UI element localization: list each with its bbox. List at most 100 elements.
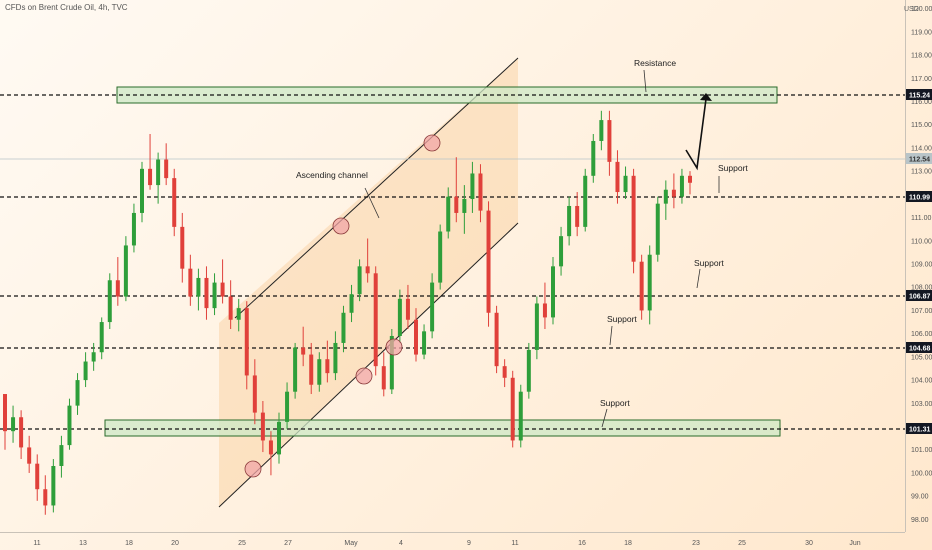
pivot-circle [385,338,403,356]
candle-down [373,273,378,367]
support-pointer [601,408,608,428]
candle-up [357,266,362,295]
price-tick-label: 109.00 [911,262,932,269]
candle-up [551,266,555,318]
candle-up [236,308,241,320]
annotation-support: Support [607,314,637,324]
price-tick-label: 120.00 [911,6,932,13]
candle-down [671,189,676,197]
candle-up [83,361,88,381]
candle-up [559,236,564,267]
candle-down [148,168,153,186]
price-tick-label: 108.00 [911,285,932,292]
badge-104-68: 104.68 [906,342,932,353]
time-tick-label: 30 [805,540,813,547]
plot-area: Resistance Ascending channel Support Sup… [0,3,905,515]
badge-label: 101.31 [909,427,931,434]
projection-arrowhead [700,93,712,101]
badge-110-99: 110.99 [906,191,932,202]
time-tick-label: 27 [284,540,292,547]
candle-up [212,282,217,309]
time-tick-label: 25 [238,540,246,547]
candle-up [470,173,475,200]
candle-down [510,377,515,441]
candle-up [534,303,539,350]
candle-up [156,159,161,186]
candle-down [204,277,209,309]
channel-lower-line [218,222,519,508]
pivot-circle [244,460,262,478]
candle-down [494,312,499,367]
annotation-resistance: Resistance [634,58,676,68]
candle-down [220,282,225,297]
price-tick-label: 98.00 [911,517,929,524]
candle-up [567,205,572,237]
projection-line [685,98,707,171]
candle-down [542,303,547,318]
pivot-circle [355,367,373,385]
candle-down [688,175,692,183]
candle-down [228,296,233,320]
candle-up [679,175,684,197]
candlestick-chart: Resistance Ascending channel Support Sup… [0,57,905,515]
candle-up [623,175,628,193]
candle-up [131,212,136,246]
time-tick-label: 25 [738,540,746,547]
candle-down [454,196,459,213]
badge-label: 112.54 [909,157,930,164]
resistance-zone [116,86,778,104]
price-tick-label: 105.00 [911,354,932,361]
candles-group [3,110,692,515]
candle-up [107,280,112,323]
candle-up [99,322,104,353]
candle-up [67,405,72,446]
candle-up [51,465,56,506]
candle-up [583,175,588,227]
time-tick-label: 16 [578,540,586,547]
pivot-circle [332,217,350,235]
candle-up [341,312,346,343]
candle-up [438,231,443,283]
time-tick-label: 9 [467,540,471,547]
candle-down [180,226,185,269]
support-pointer [696,268,701,289]
candle-down [502,366,507,378]
time-tick-label: 23 [692,540,700,547]
price-tick-label: 107.00 [911,308,932,315]
candle-down [244,308,249,376]
time-axis[interactable]: 11 13 18 20 25 27 May 4 9 11 16 18 23 25 30 Jun [0,532,905,550]
candle-up [518,391,523,441]
candle-up [91,352,96,362]
candle-down [607,120,612,162]
candle-down [478,173,483,211]
candle-down [252,375,257,413]
price-axis[interactable]: 98.0099.00100.00101.00102.00103.00104.00… [905,0,932,532]
candle-up [647,254,652,311]
price-tick-label: 116.00 [911,99,932,106]
candle-up [75,380,80,406]
annotation-support: Support [694,258,724,268]
candle-down [115,280,120,297]
candle-up [349,294,354,313]
price-tick-label: 114.00 [911,145,932,152]
time-tick-label: 11 [33,540,40,547]
candle-up [317,359,322,385]
currency-label: USD [904,6,919,13]
annotation-support: Support [718,163,748,173]
time-tick-label: Jun [849,540,860,547]
badge-label: 104.68 [909,346,931,353]
price-tick-label: 103.00 [911,401,932,408]
ascending-channel-fill [219,58,518,507]
candle-up [59,445,64,466]
price-tick-label: 117.00 [911,76,932,83]
badge-current-price: 112.54 [906,153,932,164]
candle-up [293,347,298,392]
time-tick-label: 20 [171,540,179,547]
time-tick-label: 18 [125,540,133,547]
candle-up [462,199,467,213]
candle-down [631,175,636,262]
candle-up [11,417,16,432]
badge-115-24: 115.24 [906,89,932,100]
candle-down [414,319,418,355]
